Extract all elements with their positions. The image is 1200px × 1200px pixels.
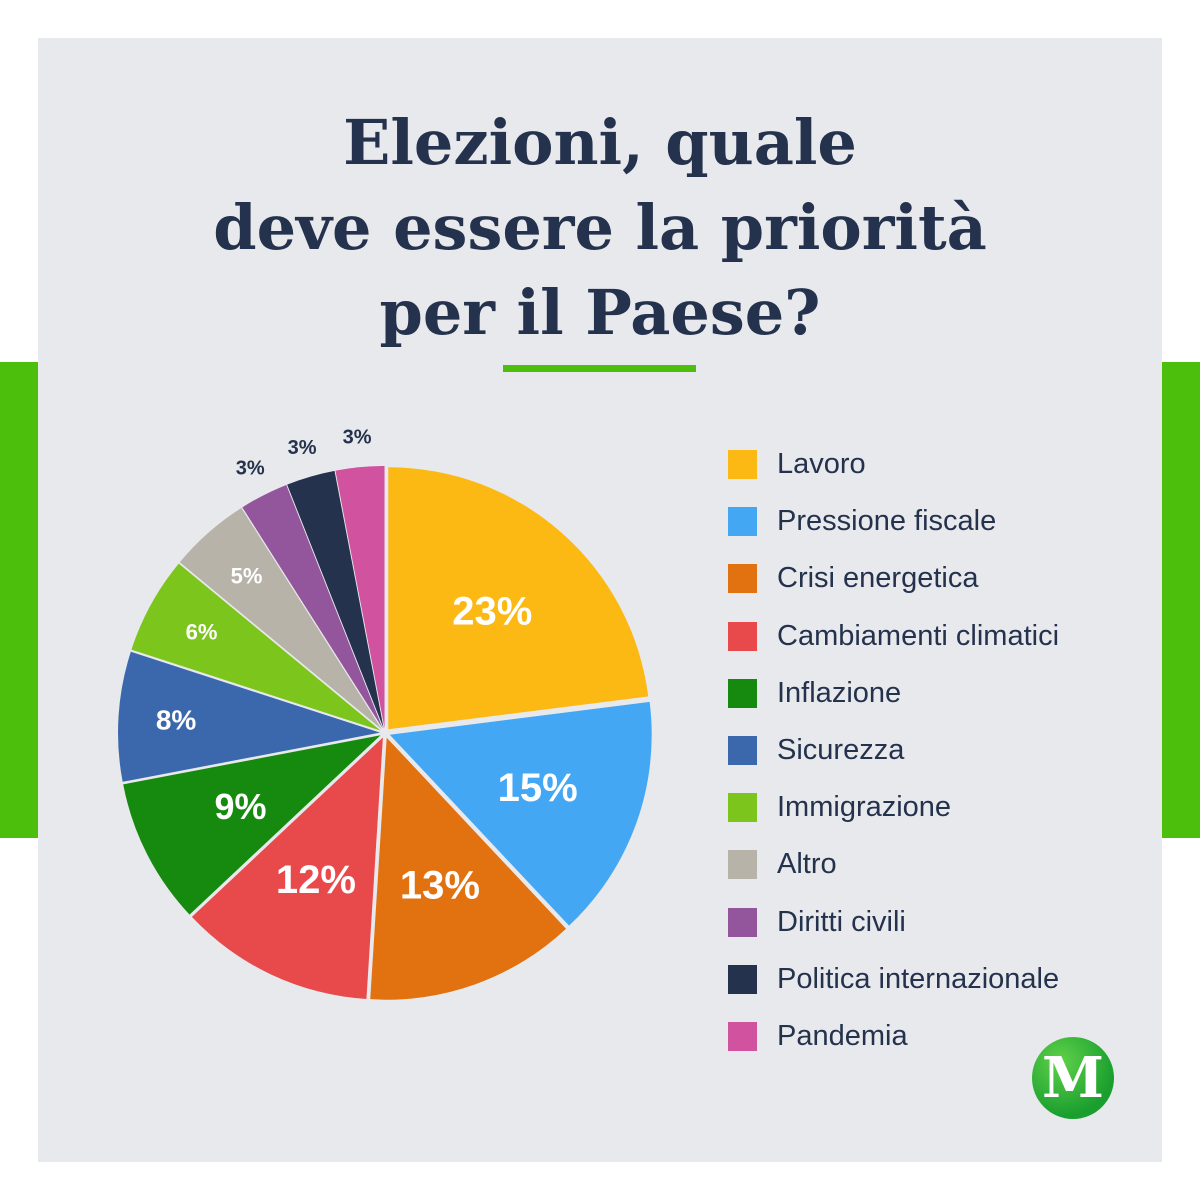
legend-swatch [728, 964, 757, 994]
legend-label: Cambiamenti climatici [777, 619, 1060, 652]
legend-swatch [728, 850, 757, 880]
data-label-lavoro: 23% [452, 589, 532, 633]
legend-item-crisi-energetica: Crisi energetica [728, 550, 1059, 607]
legend-item-inflazione: Inflazione [728, 665, 1059, 722]
legend-label: Lavoro [777, 448, 866, 481]
legend-label: Crisi energetica [777, 562, 979, 595]
pie-slice-pressione-fiscale [389, 701, 652, 926]
data-label-cambiamenti-climatici: 12% [276, 858, 356, 902]
m-logo-icon: M [1032, 1037, 1114, 1119]
pie-slice-crisi-energetica [370, 737, 567, 1000]
right-accent-bar [1160, 362, 1200, 838]
pie-slice-politica-internazionale [287, 470, 384, 729]
legend-label: Pandemia [777, 1019, 908, 1052]
pie-slice-altro [179, 508, 382, 730]
legend: Lavoro Pressione fiscale Crisi energetica C… [728, 436, 1059, 1065]
legend-label: Pressione fiscale [777, 505, 997, 538]
pie-slice-immigrazione [131, 563, 381, 731]
legend-item-altro: Altro [728, 836, 1059, 893]
legend-item-politica-internazionale: Politica internazionale [728, 951, 1059, 1008]
data-label-crisi-energetica: 13% [400, 864, 480, 908]
legend-item-pandemia: Pandemia [728, 1008, 1059, 1065]
legend-swatch [728, 1021, 757, 1051]
data-label-diritti-civili: 3% [236, 457, 265, 479]
pie-slice-inflazione [123, 735, 381, 915]
legend-item-lavoro: Lavoro [728, 436, 1059, 493]
legend-label: Altro [777, 848, 837, 881]
left-accent-bar [0, 362, 40, 838]
chart-title: Elezioni, quale deve essere la priorità … [0, 100, 1200, 355]
pie-slice-lavoro [388, 467, 649, 730]
legend-item-pressione-fiscale: Pressione fiscale [728, 493, 1059, 550]
data-label-pandemia: 3% [343, 426, 372, 448]
legend-swatch [728, 793, 757, 823]
legend-item-sicurezza: Sicurezza [728, 722, 1059, 779]
pie-slice-sicurezza [118, 651, 381, 782]
legend-label: Sicurezza [777, 734, 905, 767]
legend-label: Immigrazione [777, 791, 952, 824]
data-label-pressione-fiscale: 15% [498, 766, 578, 810]
data-label-altro: 5% [231, 563, 263, 588]
title-divider [503, 365, 696, 372]
legend-item-cambiamenti-climatici: Cambiamenti climatici [728, 608, 1059, 665]
legend-swatch [728, 450, 757, 480]
legend-swatch [728, 507, 757, 537]
pie-slice-diritti-civili [242, 484, 383, 729]
data-label-sicurezza: 8% [156, 704, 197, 735]
legend-swatch [728, 564, 757, 594]
legend-swatch [728, 621, 757, 651]
title-line-2: deve essere la priorità [213, 191, 987, 264]
legend-swatch [728, 736, 757, 766]
data-label-immigrazione: 6% [186, 620, 218, 645]
data-label-politica-internazionale: 3% [288, 437, 317, 459]
legend-item-diritti-civili: Diritti civili [728, 894, 1059, 951]
legend-label: Inflazione [777, 676, 902, 709]
title-line-1: Elezioni, quale [343, 106, 857, 179]
legend-swatch [728, 907, 757, 937]
title-line-3: per il Paese? [379, 276, 821, 349]
pie-slice-cambiamenti-climatici [191, 737, 383, 1000]
legend-swatch [728, 678, 757, 708]
data-label-inflazione: 9% [214, 786, 266, 827]
pie-slice-pandemia [335, 466, 385, 729]
legend-label: Politica internazionale [777, 962, 1060, 995]
legend-item-immigrazione: Immigrazione [728, 779, 1059, 836]
legend-label: Diritti civili [777, 905, 906, 938]
